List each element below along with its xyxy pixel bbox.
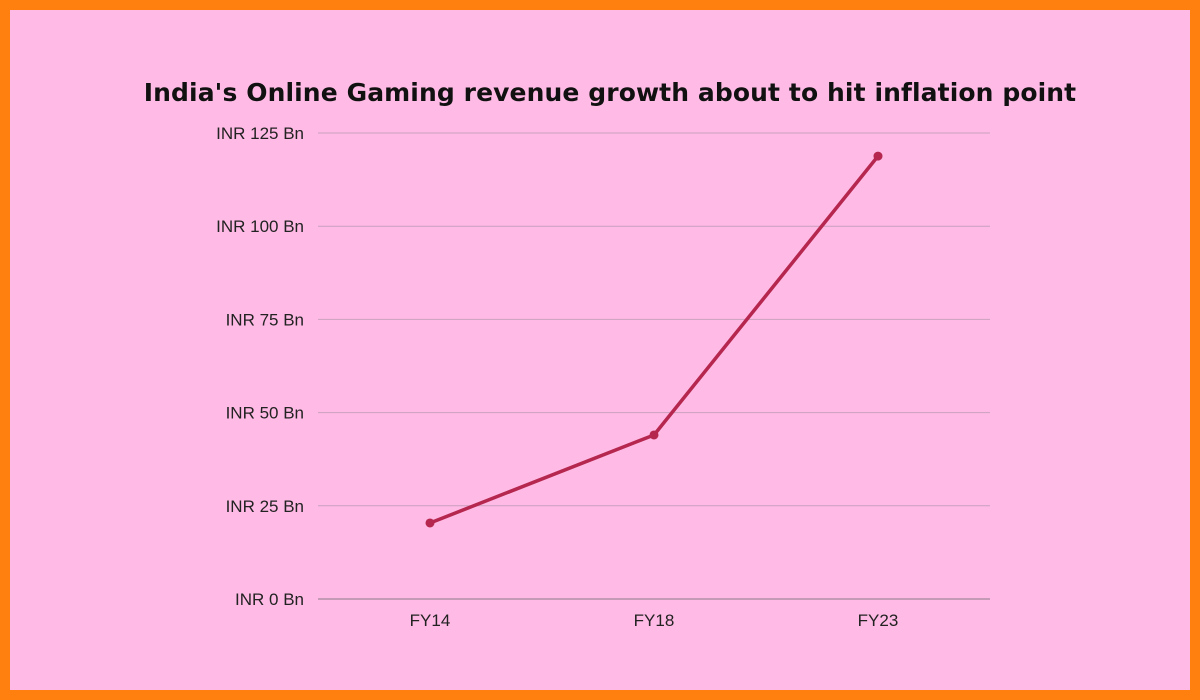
series-layer bbox=[425, 151, 883, 528]
y-tick-label: INR 25 Bn bbox=[226, 497, 304, 516]
data-point bbox=[649, 430, 659, 440]
y-tick-label: INR 75 Bn bbox=[226, 310, 304, 329]
gridlines bbox=[318, 132, 990, 600]
data-point bbox=[873, 151, 883, 161]
x-tick-label: FY14 bbox=[410, 611, 451, 630]
x-axis-ticks: FY14 FY18 FY23 bbox=[410, 611, 899, 630]
y-axis-ticks: INR 0 Bn INR 25 Bn INR 50 Bn INR 75 Bn INR 1… bbox=[216, 124, 304, 609]
x-tick-label: FY23 bbox=[858, 611, 899, 630]
data-point bbox=[425, 518, 435, 528]
chart-title: India's Online Gaming revenue growth abo… bbox=[143, 78, 1077, 107]
y-tick-label: INR 100 Bn bbox=[216, 217, 304, 236]
y-tick-label: INR 50 Bn bbox=[226, 404, 304, 423]
y-tick-label: INR 0 Bn bbox=[235, 590, 304, 609]
series-line bbox=[428, 154, 880, 525]
x-tick-label: FY18 bbox=[634, 611, 675, 630]
y-tick-label: INR 125 Bn bbox=[216, 124, 304, 143]
